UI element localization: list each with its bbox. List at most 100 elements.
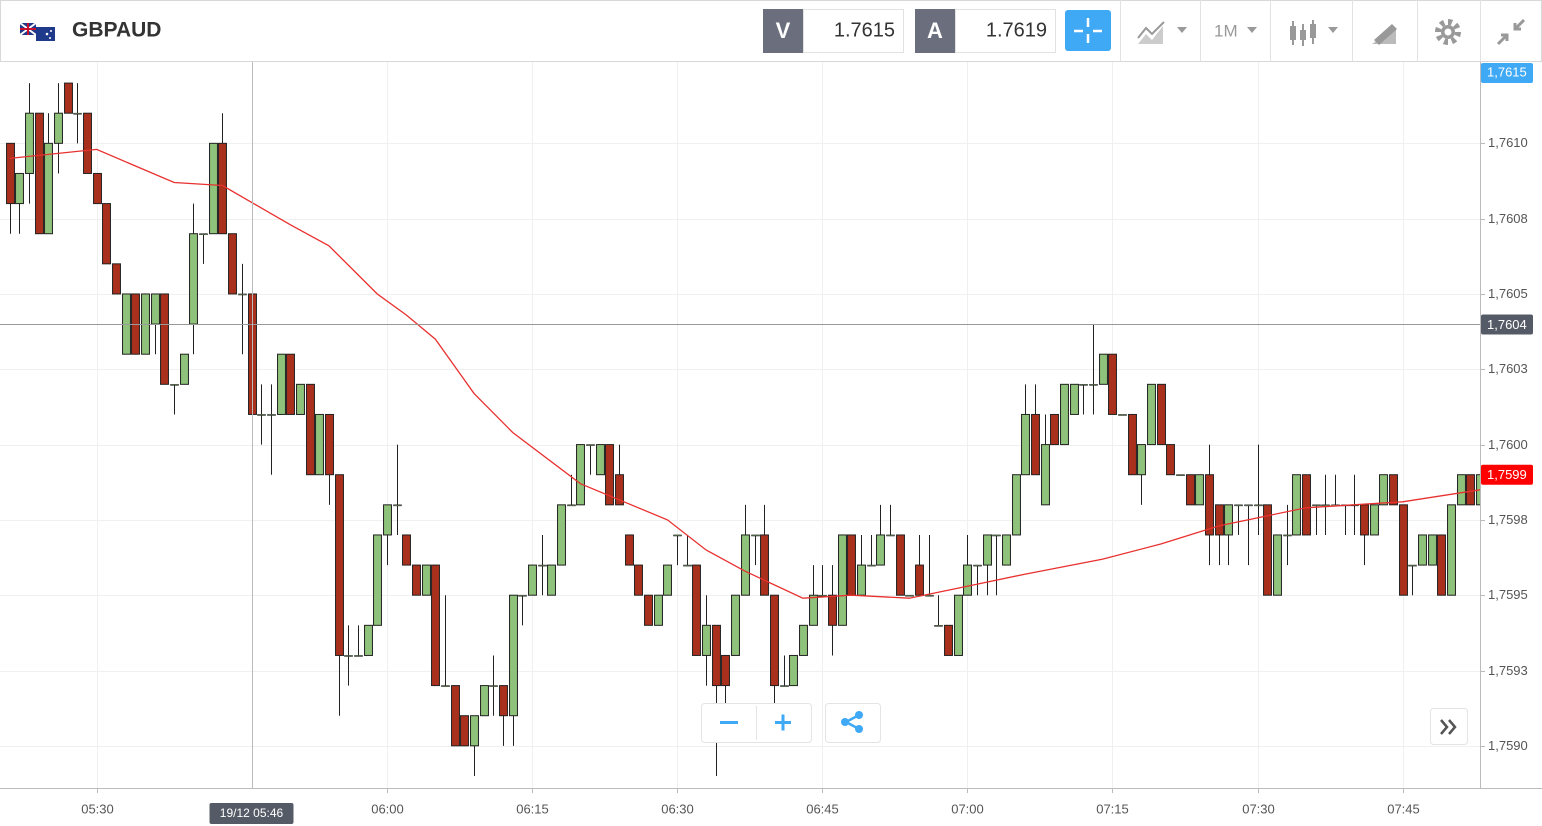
candle-body bbox=[905, 594, 914, 597]
candle-body bbox=[751, 534, 760, 537]
candle-body bbox=[470, 715, 479, 747]
y-tick-label: 1,7610 bbox=[1488, 135, 1528, 150]
candle-body bbox=[460, 715, 469, 747]
collapse-button[interactable] bbox=[1496, 18, 1526, 46]
candle-body bbox=[6, 142, 15, 205]
candle-body bbox=[838, 534, 847, 626]
chart-type-button[interactable] bbox=[1137, 21, 1187, 44]
candle-body bbox=[1079, 384, 1088, 386]
candle-body bbox=[267, 414, 276, 416]
share-button[interactable] bbox=[825, 703, 881, 743]
candle-body bbox=[925, 594, 934, 597]
candle-body bbox=[828, 594, 837, 626]
candle-body bbox=[1428, 534, 1437, 566]
bid-box[interactable] bbox=[763, 9, 803, 53]
candle-body bbox=[151, 293, 160, 325]
candle-body bbox=[1215, 504, 1224, 536]
candle-body bbox=[1457, 474, 1466, 506]
bid-axis-label: 1,7615 bbox=[1487, 64, 1527, 79]
candle-body bbox=[576, 444, 585, 506]
candle-body bbox=[441, 685, 450, 687]
crosshair-button[interactable] bbox=[1065, 10, 1111, 51]
candle-body bbox=[528, 564, 537, 596]
candle-body bbox=[480, 685, 489, 717]
moving-average bbox=[9, 148, 1480, 599]
x-tick-label: 07:00 bbox=[951, 801, 984, 816]
settings-button[interactable] bbox=[1435, 19, 1461, 45]
timeframe-button[interactable]: 1M bbox=[1214, 21, 1257, 40]
candle-body bbox=[721, 654, 730, 687]
zoom-controls bbox=[701, 703, 812, 743]
x-tick-label: 07:30 bbox=[1242, 801, 1275, 816]
candle-body bbox=[160, 293, 169, 385]
candle-body bbox=[509, 594, 518, 717]
candle-body bbox=[567, 504, 576, 507]
symbol: GBPAUD bbox=[72, 19, 161, 42]
ask-value-box bbox=[955, 9, 1056, 53]
candle-body bbox=[634, 564, 643, 596]
candle-body bbox=[1041, 444, 1050, 506]
candle-body bbox=[663, 564, 672, 596]
candle-body bbox=[1060, 383, 1069, 446]
candle-body bbox=[1312, 504, 1321, 507]
last-price-label: 1,7599 bbox=[1487, 467, 1527, 482]
x-tick-label: 06:30 bbox=[661, 801, 694, 816]
candle-body bbox=[83, 112, 92, 174]
candle-body bbox=[1244, 504, 1253, 507]
candle-body bbox=[1379, 474, 1388, 506]
candle-body bbox=[896, 534, 905, 596]
x-tick-label: 05:30 bbox=[81, 801, 114, 816]
candle-body bbox=[1254, 504, 1263, 507]
grid: 1,7590 1,7593 1,7595 1,7598 1,7600 1,7603 1,76… bbox=[0, 62, 1528, 816]
candle-body bbox=[1408, 564, 1417, 567]
candle-body bbox=[1466, 474, 1475, 506]
candle-style-button[interactable] bbox=[1290, 20, 1338, 46]
candle-body bbox=[73, 112, 82, 115]
candle-body bbox=[683, 564, 692, 567]
candle-body bbox=[1273, 534, 1282, 596]
candle-body bbox=[809, 594, 818, 626]
candle-body bbox=[44, 142, 53, 235]
candle-body bbox=[218, 142, 227, 235]
scroll-end-button[interactable] bbox=[1430, 708, 1468, 745]
candle-body bbox=[731, 594, 740, 656]
candle-body bbox=[712, 624, 721, 687]
candle-body bbox=[189, 233, 198, 325]
candle-body bbox=[1002, 534, 1011, 566]
candle-body bbox=[654, 594, 663, 626]
draw-button[interactable] bbox=[1372, 24, 1397, 45]
crosshair-x-tag bbox=[209, 803, 294, 824]
zoom-in[interactable] bbox=[775, 714, 791, 731]
candle-body bbox=[1050, 413, 1059, 446]
y-tick-label: 1,7593 bbox=[1488, 663, 1528, 678]
candle-body bbox=[209, 142, 218, 235]
bid-value-box bbox=[803, 9, 904, 53]
x-tick-label: 06:00 bbox=[371, 801, 404, 816]
candle-body bbox=[325, 413, 334, 476]
candle-body bbox=[799, 624, 808, 656]
candle-body bbox=[1157, 383, 1166, 446]
candle-body bbox=[1224, 504, 1233, 536]
candle-body bbox=[1370, 504, 1379, 536]
candle-body bbox=[547, 564, 556, 596]
ask-box[interactable] bbox=[915, 9, 955, 53]
candle-body bbox=[934, 625, 943, 627]
ask-label: A bbox=[927, 18, 943, 43]
x-tick-label: 07:45 bbox=[1387, 801, 1420, 816]
candle-body bbox=[451, 685, 460, 747]
candle-body bbox=[35, 112, 44, 235]
candle-body bbox=[867, 564, 876, 567]
candle-body bbox=[277, 353, 286, 415]
ask-value: 1.7619 bbox=[986, 19, 1047, 41]
candle-body bbox=[344, 655, 353, 657]
x-tick-label: 06:15 bbox=[516, 801, 549, 816]
candle-body bbox=[538, 564, 547, 567]
zoom-out[interactable] bbox=[720, 721, 738, 724]
candle-body bbox=[354, 655, 363, 657]
candle-body bbox=[1128, 413, 1137, 476]
candle-body bbox=[1399, 504, 1408, 596]
candle-body bbox=[741, 534, 750, 596]
candle-body bbox=[335, 474, 344, 656]
candle-body bbox=[1089, 384, 1098, 386]
candle-body bbox=[1418, 534, 1427, 566]
